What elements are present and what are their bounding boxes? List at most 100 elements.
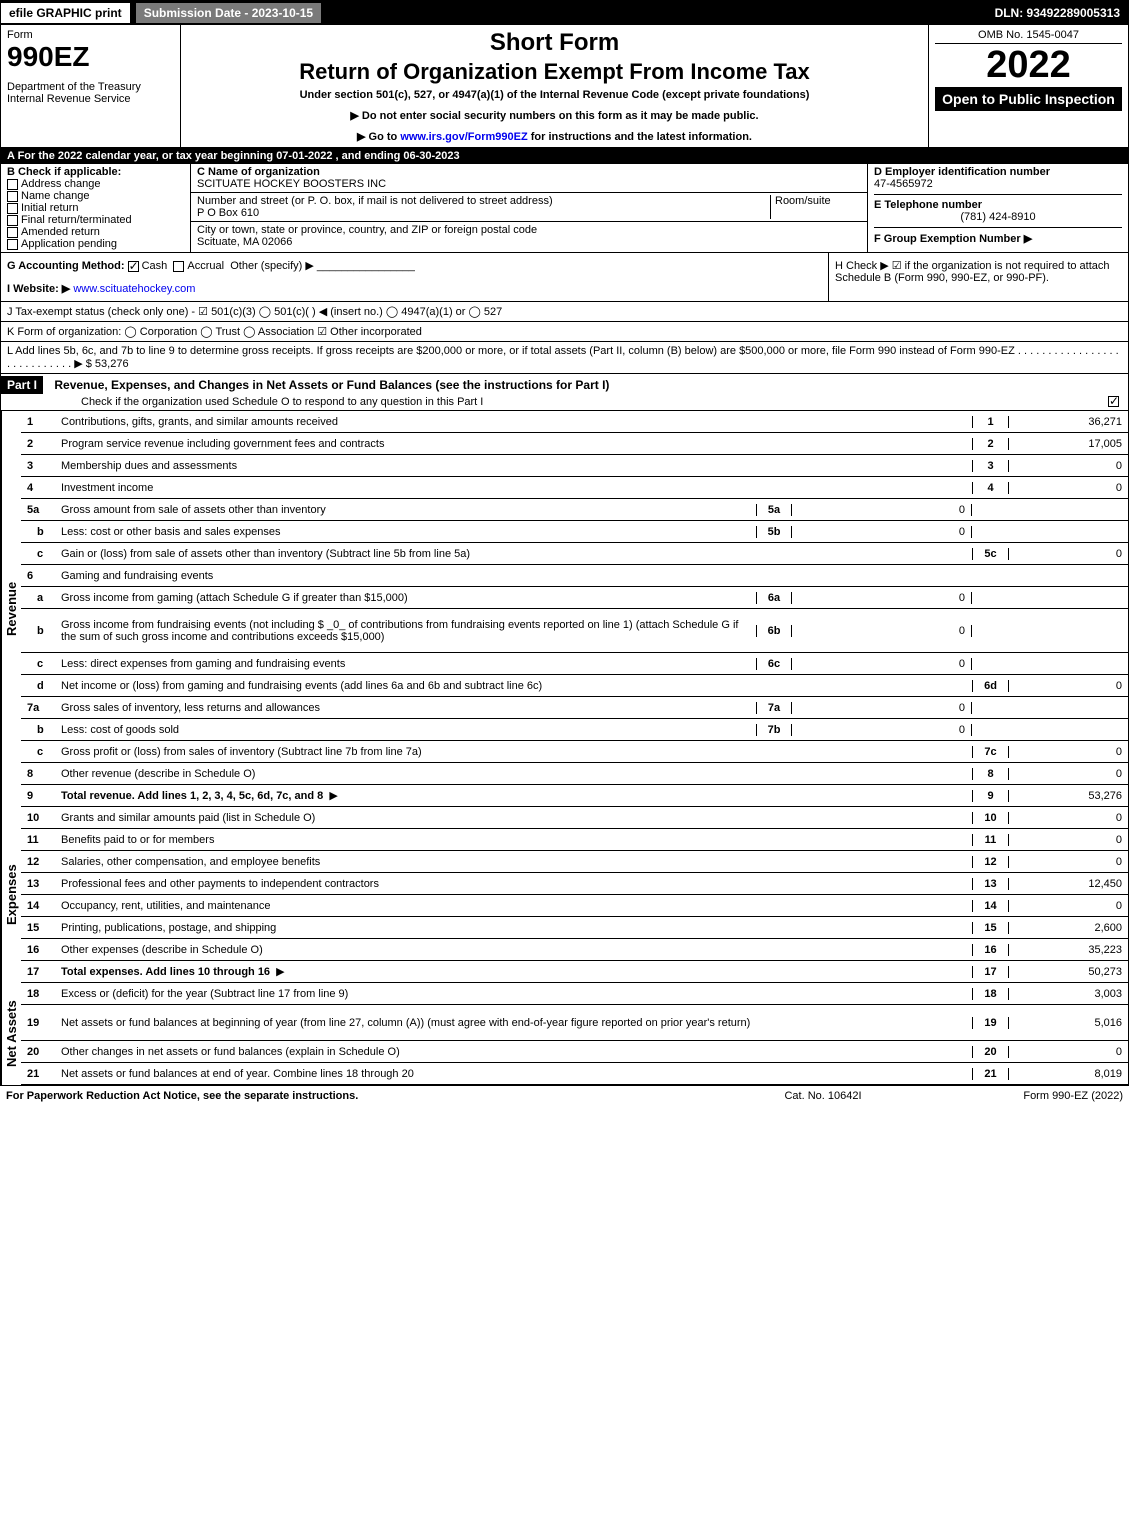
part-i-title: Revenue, Expenses, and Changes in Net As… [46,378,609,392]
line-15-value: 2,600 [1008,922,1128,934]
line-10-value: 0 [1008,812,1128,824]
line-1-value: 36,271 [1008,416,1128,428]
other-specify: Other (specify) ▶ [230,260,314,272]
line-3-value: 0 [1008,460,1128,472]
submission-date: Submission Date - 2023-10-15 [134,1,323,25]
net-assets-vertical-label: Net Assets [1,983,21,1085]
org-address: P O Box 610 [197,207,259,219]
part-i-check-note: Check if the organization used Schedule … [1,396,483,408]
catalog-number: Cat. No. 10642I [723,1090,923,1102]
checkbox-application-pending[interactable]: Application pending [7,238,184,250]
line-6a-value: 0 [792,592,972,604]
section-l: L Add lines 5b, 6c, and 7b to line 9 to … [1,342,1128,374]
section-b-label: B Check if applicable: [7,166,184,178]
line-17-value: 50,273 [1008,966,1128,978]
line-7c-desc: Gross profit or (loss) from sales of inv… [57,744,972,760]
department-label: Department of the Treasury Internal Reve… [7,81,174,105]
checkbox-amended-return[interactable]: Amended return [7,226,184,238]
ein-value: 47-4565972 [874,178,933,190]
dln-label: DLN: 93492289005313 [987,3,1128,23]
line-6b-value: 0 [792,625,972,637]
line-6a-desc: Gross income from gaming (attach Schedul… [57,590,756,606]
section-i-label: I Website: ▶ [7,283,70,295]
line-6c-desc: Less: direct expenses from gaming and fu… [57,656,756,672]
line-5b-value: 0 [792,526,972,538]
line-13-desc: Professional fees and other payments to … [57,876,972,892]
section-a-tax-year: A For the 2022 calendar year, or tax yea… [1,148,1128,164]
addr-label: Number and street (or P. O. box, if mail… [197,195,553,207]
line-5b-desc: Less: cost or other basis and sales expe… [57,524,756,540]
line-5c-desc: Gain or (loss) from sale of assets other… [57,546,972,562]
line-13-value: 12,450 [1008,878,1128,890]
sections-g-h: G Accounting Method: Cash Accrual Other … [1,253,1128,302]
line-6-desc: Gaming and fundraising events [57,568,972,584]
sections-b-c-d: B Check if applicable: Address change Na… [1,164,1128,253]
line-20-desc: Other changes in net assets or fund bala… [57,1044,972,1060]
group-exemption-label: F Group Exemption Number ▶ [874,233,1032,245]
efile-print-button[interactable]: efile GRAPHIC print [1,3,132,23]
line-19-desc: Net assets or fund balances at beginning… [57,1015,972,1031]
section-h-text: H Check ▶ ☑ if the organization is not r… [828,253,1128,301]
line-6d-value: 0 [1008,680,1128,692]
line-14-desc: Occupancy, rent, utilities, and maintena… [57,898,972,914]
line-6c-value: 0 [792,658,972,670]
room-suite-label: Room/suite [771,195,861,219]
line-12-desc: Salaries, other compensation, and employ… [57,854,972,870]
line-18-value: 3,003 [1008,988,1128,1000]
section-k: K Form of organization: ◯ Corporation ◯ … [1,322,1128,342]
line-5a-value: 0 [792,504,972,516]
irs-link[interactable]: www.irs.gov/Form990EZ [400,131,527,143]
line-11-desc: Benefits paid to or for members [57,832,972,848]
website-link[interactable]: www.scituatehockey.com [73,283,195,295]
checkbox-cash[interactable] [128,261,139,272]
goto-instructions: ▶ Go to www.irs.gov/Form990EZ for instru… [191,130,918,143]
phone-value: (781) 424-8910 [874,211,1122,223]
line-6b-desc: Gross income from fundraising events (no… [57,617,756,645]
checkbox-final-return[interactable]: Final return/terminated [7,214,184,226]
section-c-name-label: C Name of organization [197,166,320,178]
line-7c-value: 0 [1008,746,1128,758]
city-label: City or town, state or province, country… [197,224,537,236]
line-19-value: 5,016 [1008,1017,1128,1029]
line-7b-desc: Less: cost of goods sold [57,722,756,738]
tax-year: 2022 [935,44,1122,87]
top-bar: efile GRAPHIC print Submission Date - 20… [1,1,1128,25]
org-city: Scituate, MA 02066 [197,236,292,248]
part-i-header-row: Part I Revenue, Expenses, and Changes in… [1,374,1128,411]
checkbox-name-change[interactable]: Name change [7,190,184,202]
line-2-desc: Program service revenue including govern… [57,436,972,452]
phone-label: E Telephone number [874,199,982,211]
form-header: Form 990EZ Department of the Treasury In… [1,25,1128,148]
line-1-desc: Contributions, gifts, grants, and simila… [57,414,972,430]
line-7a-value: 0 [792,702,972,714]
line-4-desc: Investment income [57,480,972,496]
line-7a-desc: Gross sales of inventory, less returns a… [57,700,756,716]
schedule-o-checkbox[interactable] [1108,396,1119,407]
section-g-label: G Accounting Method: [7,260,125,272]
form-label: Form [7,29,174,41]
ein-label: D Employer identification number [874,166,1050,178]
line-21-desc: Net assets or fund balances at end of ye… [57,1066,972,1082]
line-3-desc: Membership dues and assessments [57,458,972,474]
line-16-value: 35,223 [1008,944,1128,956]
checkbox-accrual[interactable] [173,261,184,272]
line-4-value: 0 [1008,482,1128,494]
line-15-desc: Printing, publications, postage, and shi… [57,920,972,936]
line-5a-desc: Gross amount from sale of assets other t… [57,502,756,518]
line-2-value: 17,005 [1008,438,1128,450]
line-9-desc: Total revenue. Add lines 1, 2, 3, 4, 5c,… [57,787,972,804]
form-footer-id: Form 990-EZ (2022) [923,1090,1123,1102]
line-8-desc: Other revenue (describe in Schedule O) [57,766,972,782]
line-10-desc: Grants and similar amounts paid (list in… [57,810,972,826]
paperwork-notice: For Paperwork Reduction Act Notice, see … [6,1090,723,1102]
expenses-vertical-label: Expenses [1,807,21,983]
line-11-value: 0 [1008,834,1128,846]
line-20-value: 0 [1008,1046,1128,1058]
line-5c-value: 0 [1008,548,1128,560]
under-section-text: Under section 501(c), 527, or 4947(a)(1)… [191,89,918,101]
checkbox-address-change[interactable]: Address change [7,178,184,190]
page-footer: For Paperwork Reduction Act Notice, see … [0,1086,1129,1106]
revenue-vertical-label: Revenue [1,411,21,807]
line-18-desc: Excess or (deficit) for the year (Subtra… [57,986,972,1002]
checkbox-initial-return[interactable]: Initial return [7,202,184,214]
